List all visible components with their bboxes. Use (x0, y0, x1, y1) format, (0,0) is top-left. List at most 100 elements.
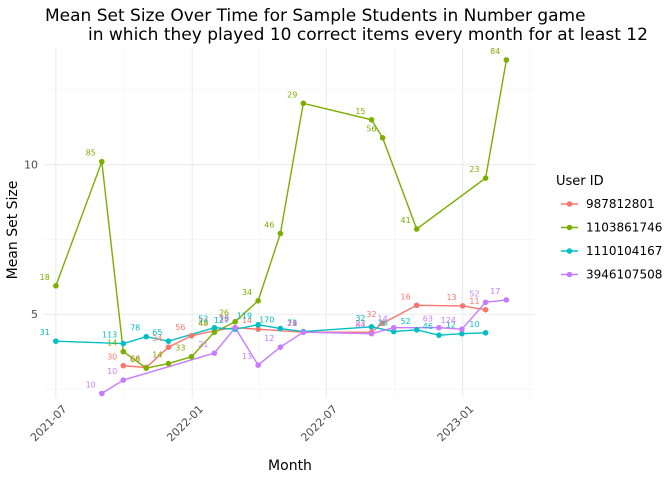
data-point (255, 297, 261, 304)
point-label: 14 (152, 351, 162, 360)
point-label: 26 (219, 315, 229, 324)
point-label: 85 (86, 149, 96, 158)
data-point (503, 297, 510, 303)
point-label: 23 (355, 319, 365, 328)
point-label: 16 (401, 292, 411, 301)
point-label: 23 (198, 318, 208, 327)
data-point (188, 353, 195, 360)
data-point (413, 226, 420, 232)
point-label: 84 (490, 47, 500, 56)
data-point (413, 326, 420, 333)
legend-key-point (566, 271, 573, 278)
data-point (255, 321, 261, 328)
x-tick-label: 2023-01 (435, 403, 477, 445)
point-label: 52 (469, 289, 479, 298)
point-label: 32 (355, 314, 365, 323)
point-label: 127 (214, 316, 229, 325)
point-label: 14 (378, 315, 388, 324)
data-point (379, 320, 386, 327)
legend-title: User ID (556, 174, 604, 189)
point-label: 10 (107, 367, 117, 376)
data-point (379, 134, 386, 141)
point-label: 11 (469, 297, 479, 306)
y-axis-title: Mean Set Size (5, 181, 21, 280)
legend: User ID 987812801 1103861746 1110104167 394… (556, 174, 662, 282)
point-label: 71 (287, 319, 297, 328)
data-point (255, 326, 261, 332)
data-point (459, 303, 466, 309)
data-point (98, 158, 105, 165)
point-label: 13 (242, 352, 252, 361)
data-point (165, 338, 172, 344)
point-label: 32 (366, 310, 376, 319)
data-point (120, 362, 127, 369)
point-label: 124 (441, 316, 456, 325)
point-label: 12 (264, 334, 274, 343)
point-label: 14 (107, 339, 117, 348)
point-label: 29 (287, 90, 297, 99)
data-point (211, 350, 218, 356)
point-label: 10 (86, 381, 96, 390)
data-point (368, 330, 375, 337)
data-point (188, 332, 195, 339)
data-point (459, 326, 465, 332)
legend-key-point (566, 201, 573, 207)
data-point (300, 100, 307, 107)
point-label: 17 (490, 287, 500, 296)
data-point (482, 175, 489, 181)
legend-key-point (566, 224, 573, 231)
data-point (368, 116, 375, 123)
legend-label: 987812801 (586, 197, 655, 211)
data-point (390, 328, 397, 335)
data-point (300, 329, 307, 335)
data-point (255, 362, 261, 368)
data-point (232, 324, 238, 331)
legend-label: 1110104167 (586, 244, 662, 258)
data-point (436, 332, 442, 338)
data-point (482, 329, 489, 336)
point-label: 21 (198, 340, 208, 349)
data-point (368, 324, 375, 330)
y-tick-label: 5 (31, 308, 38, 321)
series-line (55, 59, 508, 369)
point-label: 13 (446, 293, 456, 302)
data-point (277, 325, 284, 332)
point-label: 30 (107, 353, 117, 362)
point-label: 26 (219, 309, 229, 318)
data-point (53, 283, 59, 289)
point-label: 113 (102, 331, 117, 340)
x-tick-label: 2021-07 (28, 403, 70, 445)
y-axis-ticks: 5 10 (24, 159, 38, 322)
point-label: 34 (152, 334, 162, 343)
point-label: 13 (219, 315, 229, 324)
legend-label: 3946107508 (586, 268, 662, 282)
y-tick-label: 10 (24, 159, 38, 172)
data-point (503, 57, 510, 63)
point-label: 84 (355, 321, 365, 330)
point-label: 14 (242, 316, 252, 325)
point-label: 31 (40, 328, 50, 337)
data-point (120, 348, 127, 355)
x-tick-label: 2022-07 (298, 403, 340, 445)
data-point (390, 324, 397, 331)
point-label: 68 (130, 355, 140, 364)
legend-label: 1103861746 (586, 221, 662, 235)
data-point (53, 338, 59, 344)
x-axis-title: Month (268, 458, 312, 474)
data-point (211, 324, 218, 331)
point-label: 78 (130, 324, 140, 333)
data-point (165, 360, 172, 367)
point-label: 33 (175, 344, 185, 353)
point-label: 56 (175, 323, 185, 332)
point-label: 66 (130, 354, 140, 363)
point-label: 24 (287, 319, 297, 328)
point-label: 41 (401, 216, 411, 225)
data-point (482, 299, 489, 306)
point-label: 48 (198, 319, 208, 328)
data-point (120, 377, 127, 383)
point-label: 170 (259, 316, 274, 325)
data-point (436, 324, 442, 331)
data-point (413, 302, 420, 309)
data-point (165, 344, 172, 350)
point-label: 10 (469, 320, 479, 329)
